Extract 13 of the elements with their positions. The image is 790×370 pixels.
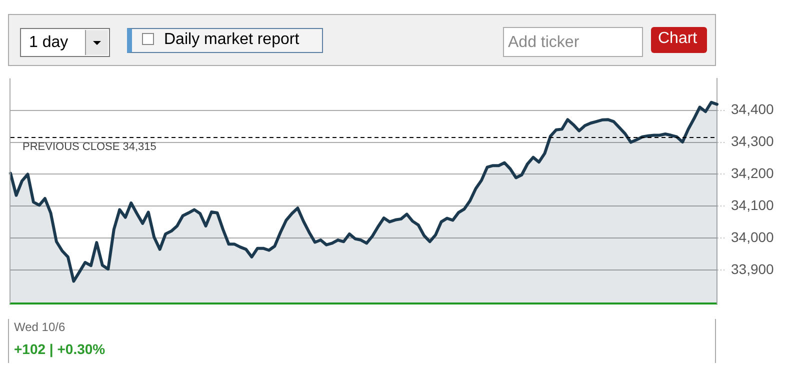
y-tick-label: 34,300 <box>731 133 774 150</box>
y-tick-label: 33,900 <box>731 260 774 277</box>
button: Chart <box>651 27 707 53</box>
y-tick-label: 34,200 <box>731 165 774 182</box>
ref-line-label: PREVIOUS CLOSE 34,315 <box>22 141 156 154</box>
dropdown: 1 day <box>20 28 110 57</box>
x-axis-title: Wed 10/6 <box>14 320 66 334</box>
text: +102 | +0.30% <box>14 341 106 357</box>
text: Daily market report <box>164 31 300 49</box>
y-tick-label: 34,400 <box>731 101 774 118</box>
text-field: Add ticker <box>503 27 643 57</box>
y-tick-label: 34,000 <box>731 228 774 245</box>
y-tick-label: 34,100 <box>731 197 774 214</box>
